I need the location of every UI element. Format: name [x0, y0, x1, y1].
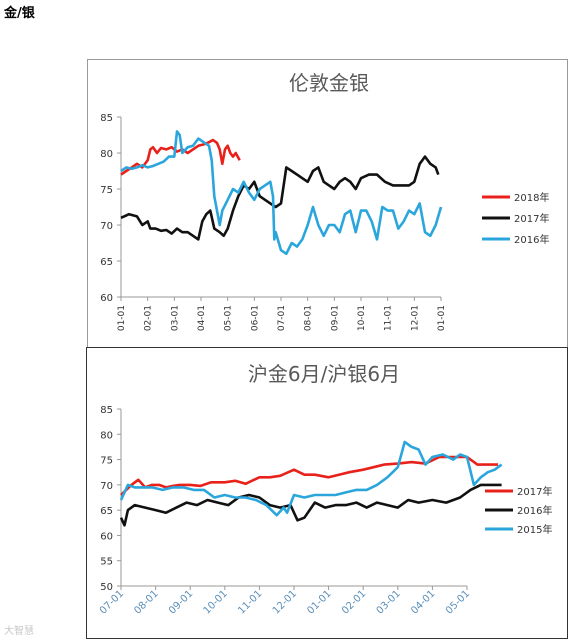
c2-series-line-2 [119, 440, 503, 517]
c2-x-tick-label: 10-01 [202, 588, 230, 616]
c1-series-line-0 [120, 138, 241, 176]
c1-legend-label-2: 2016年 [514, 233, 549, 246]
c1-y-tick-label: 65 [100, 257, 113, 268]
c2-x-tick-label: 11-01 [236, 588, 264, 616]
c2-x-tick-label: 02-01 [340, 588, 368, 616]
c1-title: 伦敦金银 [289, 71, 369, 95]
chart-svg-london: 伦敦金银 60 65 70 75 80 85 01-01 02-01 03-01 04-01 05-0… [100, 71, 549, 331]
c1-x-tick-label: 12-01 [410, 305, 420, 331]
chart-london-gold-silver: 伦敦金银 60 65 70 75 80 85 01-01 02-01 03-01 04-01 05-0… [87, 59, 568, 348]
c1-x-tick-label: 06-01 [250, 305, 260, 331]
c1-x-tick-label: 01-01 [437, 305, 447, 331]
c2-x-tick-label: 08-01 [132, 588, 160, 616]
c1-x-tick-label: 01-01 [117, 305, 127, 331]
c1-legend-label-1: 2017年 [514, 212, 549, 225]
c1-y-tick-label: 75 [100, 185, 113, 196]
c2-y-tick-label: 85 [100, 405, 113, 416]
c2-y-tick-label: 60 [100, 531, 113, 542]
chart-shfe-gold-silver: 沪金6月/沪银6月 50 55 60 65 70 75 80 85 07-01 08-01 09-01… [86, 347, 568, 639]
c2-y-tick-label: 70 [100, 481, 113, 492]
c2-y-tick-label: 65 [100, 506, 113, 517]
c1-y-tick-label: 85 [100, 113, 113, 124]
c1-x-tick-label: 07-01 [277, 305, 287, 331]
c1-x-tick-label: 05-01 [224, 305, 234, 331]
c1-y-tick-label: 80 [100, 149, 113, 160]
c2-y-tick-label: 80 [100, 430, 113, 441]
page-heading: 金/银 [4, 6, 35, 21]
c1-x-tick-label: 09-01 [330, 305, 340, 331]
c1-x-tick-label: 08-01 [304, 305, 314, 331]
c2-title: 沪金6月/沪银6月 [248, 362, 400, 386]
c2-legend-label-1: 2016年 [517, 504, 552, 517]
c1-y-tick-label: 70 [100, 221, 113, 232]
c2-legend-label-0: 2017年 [517, 485, 552, 498]
c1-x-tick-label: 11-01 [384, 305, 394, 331]
watermark-text: 大智慧 [4, 626, 34, 637]
c2-y-tick-label: 50 [100, 582, 113, 593]
c1-series-line-2 [120, 130, 443, 256]
c1-x-tick-label: 10-01 [357, 305, 367, 331]
c2-x-tick-label: 01-01 [305, 588, 333, 616]
c1-x-tick-label: 02-01 [144, 305, 154, 331]
c2-legend-label-2: 2015年 [517, 523, 552, 536]
c2-x-tick-label: 03-01 [375, 588, 403, 616]
c2-x-tick-label: 09-01 [167, 588, 195, 616]
c2-x-tick-label: 12-01 [271, 588, 299, 616]
c1-legend-label-0: 2018年 [514, 191, 549, 204]
c2-series-line-0 [120, 455, 499, 496]
c2-y-tick-label: 75 [100, 456, 113, 467]
c2-x-tick-label: 05-01 [444, 588, 472, 616]
c1-x-tick-label: 03-01 [170, 305, 180, 331]
c2-y-tick-label: 55 [100, 557, 113, 568]
c1-x-tick-label: 04-01 [197, 305, 207, 331]
c2-x-tick-label: 04-01 [409, 588, 437, 616]
c2-series-line-1 [119, 483, 502, 527]
c1-series-line-1 [120, 155, 440, 241]
c1-y-tick-label: 60 [100, 293, 113, 304]
